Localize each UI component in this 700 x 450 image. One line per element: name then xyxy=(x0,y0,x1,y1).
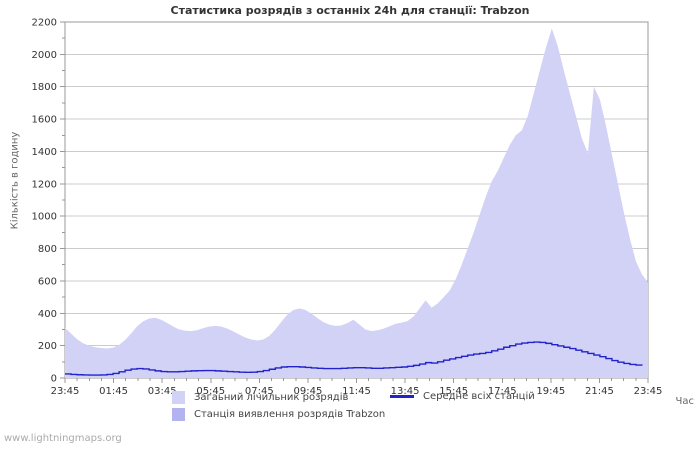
svg-text:1600: 1600 xyxy=(32,115,57,126)
svg-text:23:45: 23:45 xyxy=(51,386,80,397)
svg-text:600: 600 xyxy=(38,276,57,287)
svg-text:07:45: 07:45 xyxy=(245,386,274,397)
legend-swatch-total xyxy=(172,391,185,404)
svg-text:2000: 2000 xyxy=(32,50,57,61)
svg-text:11:45: 11:45 xyxy=(342,386,371,397)
x-axis-title: Час xyxy=(675,396,694,407)
svg-text:23:45: 23:45 xyxy=(634,386,663,397)
svg-text:200: 200 xyxy=(38,341,57,352)
legend-label-station: Станція виявлення розрядів Trabzon xyxy=(194,409,386,420)
legend-line-average xyxy=(390,395,414,398)
chart-legend: Загаьний лічильник розрядів Станція вияв… xyxy=(0,390,700,430)
svg-text:01:45: 01:45 xyxy=(99,386,128,397)
svg-text:03:45: 03:45 xyxy=(148,386,177,397)
legend-label-average: Середне всіх станцій xyxy=(423,391,535,402)
svg-text:0: 0 xyxy=(51,374,57,385)
svg-text:17:45: 17:45 xyxy=(488,386,517,397)
watermark: www.lightningmaps.org xyxy=(4,433,122,444)
legend-label-total: Загаьний лічильник розрядів xyxy=(194,392,349,403)
svg-text:1200: 1200 xyxy=(32,179,57,190)
chart-title: Статистика розрядів з останніх 24h для с… xyxy=(170,4,530,17)
svg-text:1400: 1400 xyxy=(32,147,57,158)
legend-item-total: Загаьний лічильник розрядів xyxy=(172,391,348,404)
svg-text:09:45: 09:45 xyxy=(294,386,323,397)
svg-text:15:45: 15:45 xyxy=(439,386,468,397)
svg-text:1000: 1000 xyxy=(32,212,57,223)
svg-text:05:45: 05:45 xyxy=(196,386,225,397)
legend-swatch-station xyxy=(172,408,185,421)
svg-text:13:45: 13:45 xyxy=(391,386,420,397)
svg-text:21:45: 21:45 xyxy=(585,386,614,397)
svg-text:2200: 2200 xyxy=(32,18,57,29)
svg-text:800: 800 xyxy=(38,244,57,255)
svg-text:1800: 1800 xyxy=(32,82,57,93)
svg-text:19:45: 19:45 xyxy=(536,386,565,397)
legend-item-station: Станція виявлення розрядів Trabzon xyxy=(172,408,385,421)
svg-text:400: 400 xyxy=(38,309,57,320)
legend-item-average: Середне всіх станцій xyxy=(390,391,535,402)
